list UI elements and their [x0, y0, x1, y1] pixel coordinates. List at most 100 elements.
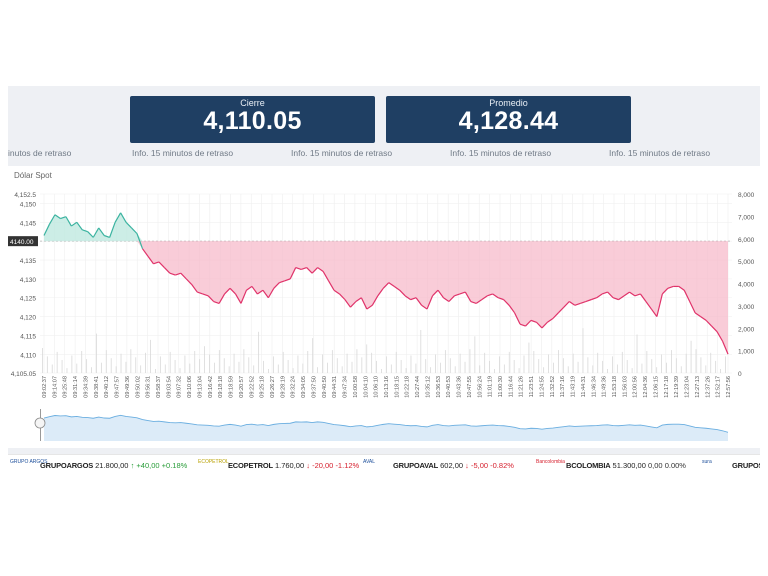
price-line-segment — [552, 312, 559, 319]
volume-bar — [140, 365, 142, 373]
volume-bar — [484, 352, 486, 373]
x-axis-tick-label: 09:44:31 — [332, 376, 338, 398]
price-line-segment — [700, 316, 707, 321]
navigator-area — [44, 415, 728, 441]
stock-name: ECOPETROL — [228, 461, 273, 470]
volume-bar — [666, 362, 667, 373]
volume-bar — [499, 356, 500, 373]
volume-bar — [705, 365, 707, 373]
price-line-segment — [689, 301, 696, 314]
price-line-segment — [650, 308, 658, 317]
price-line-segment — [71, 221, 78, 227]
price-line-segment — [410, 297, 417, 301]
price-line-segment — [574, 302, 581, 306]
volume-bar — [695, 349, 697, 373]
volume-bar — [268, 369, 269, 373]
stock-price: 51.300,00 — [610, 461, 648, 470]
volume-bar — [115, 366, 117, 373]
volume-bar — [621, 351, 623, 373]
y-axis-tick-label: 4,110 — [20, 352, 36, 359]
volume-bar — [189, 363, 191, 373]
volume-bar — [282, 351, 284, 373]
price-line-segment — [508, 304, 516, 314]
x-axis-tick-label: 10:18:15 — [394, 376, 400, 398]
price-line-segment — [514, 312, 521, 325]
price-line-segment — [492, 293, 499, 299]
volume-bar — [680, 366, 682, 373]
price-line-segment — [547, 317, 554, 323]
price-line-segment — [377, 287, 384, 297]
price-line-segment — [393, 285, 401, 291]
x-axis-tick-label: 11:37:16 — [560, 376, 566, 397]
price-line-segment — [98, 227, 105, 236]
price-line-segment — [382, 282, 390, 289]
volume-bar — [169, 351, 171, 373]
cierre-value: 4,110.05 — [203, 107, 302, 135]
volume-bar — [508, 351, 510, 373]
ticker-item[interactable]: GRUPOARGOS 21.800,00 ↑ +40,00 +0.18% — [40, 461, 187, 470]
price-line-segment — [65, 216, 72, 227]
volume-bar — [661, 354, 662, 373]
ticker-item[interactable]: GRUPOAVAL 602,00 ↓ -5,00 -0.82% — [393, 461, 514, 470]
y-axis-tick-label: 4,145 — [20, 220, 37, 227]
volume-bar — [331, 350, 333, 373]
price-line-segment — [415, 297, 423, 306]
volume-bar — [607, 369, 608, 373]
stock-direction-icon: ↑ — [130, 461, 135, 470]
x-axis-tick-label: 11:56:03 — [622, 376, 628, 397]
price-line-segment — [224, 287, 231, 295]
volume-bar — [582, 328, 584, 373]
x-axis-tick-label: 09:14:07 — [52, 376, 58, 398]
price-line-segment — [120, 212, 127, 223]
volume-bar — [390, 364, 392, 373]
x-axis-tick-label: 12:23:04 — [685, 376, 691, 398]
volume-bar — [366, 344, 368, 373]
ticker-item[interactable]: ECOPETROL 1.760,00 ↓ -20,00 -1.12% — [228, 461, 359, 470]
volume-bar — [489, 360, 490, 373]
price-line-segment — [601, 291, 608, 295]
price-line-segment — [557, 306, 565, 314]
price-line-segment — [43, 223, 51, 236]
price-line-segment — [678, 285, 685, 291]
volume-bar — [223, 358, 225, 373]
price-line-segment — [645, 301, 652, 310]
y-axis-tick-label: 4,120 — [20, 315, 37, 322]
volume-bar — [159, 356, 161, 373]
volume-bar — [464, 361, 466, 373]
volume-bar — [646, 351, 648, 373]
x-axis-tick-label: 12:04:36 — [643, 376, 649, 398]
y-axis-tick-label: 4,152.5 — [14, 192, 36, 199]
price-line-segment — [197, 291, 203, 295]
y2-axis-tick-label: 7,000 — [738, 214, 755, 221]
volume-bar — [233, 353, 235, 373]
price-line-segment — [612, 297, 619, 301]
y-axis-tick-label: 4,150 — [20, 201, 37, 208]
volume-bar — [356, 349, 358, 373]
stock-name: GRUPOSU — [732, 461, 760, 470]
x-axis-tick-label: 11:24:55 — [539, 376, 545, 397]
price-line-segment — [257, 289, 264, 295]
volume-bar — [253, 365, 255, 373]
volume-bar — [503, 364, 505, 373]
volume-bar — [125, 361, 127, 373]
price-line-segment — [623, 291, 630, 297]
volume-bar — [100, 362, 102, 373]
volume-bar — [214, 362, 215, 373]
volume-bar — [400, 360, 402, 373]
price-line-segment — [404, 295, 411, 301]
price-line-segment — [459, 291, 466, 295]
price-line-segment — [136, 233, 144, 249]
volume-bar — [420, 330, 422, 373]
ticker-item[interactable]: GRUPOSU — [732, 461, 760, 470]
navigator-handle-icon[interactable] — [34, 417, 46, 429]
x-axis-tick-label: 12:17:18 — [664, 376, 670, 398]
price-line-segment — [180, 272, 187, 280]
x-axis-tick-label: 09:31:14 — [73, 376, 79, 398]
x-axis-tick-label: 11:43:19 — [571, 376, 577, 397]
ticker-item[interactable]: BCOLOMBIA 51.300,00 0,00 0.00% — [566, 461, 686, 470]
price-line-segment — [399, 289, 406, 297]
volume-bar — [302, 363, 304, 373]
x-axis-tick-label: 10:04:10 — [363, 376, 369, 398]
volume-bar — [479, 365, 481, 373]
volume-bar — [130, 349, 132, 373]
